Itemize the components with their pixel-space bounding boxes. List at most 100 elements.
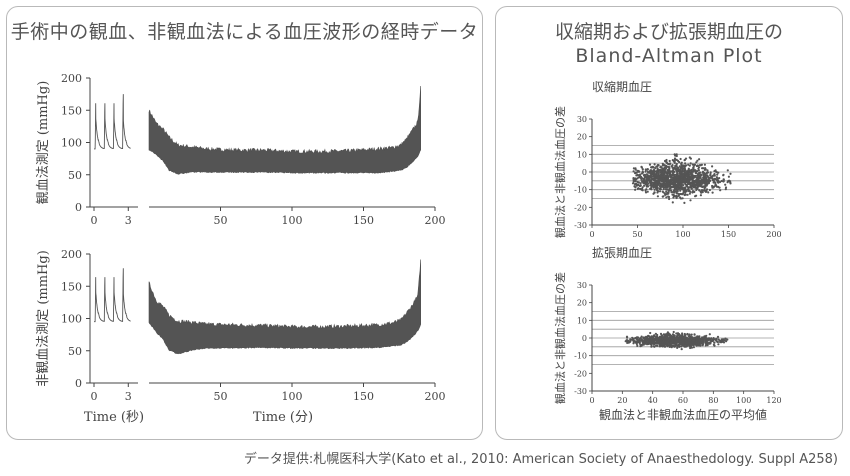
scatter-point (698, 164, 702, 167)
timeseries-charts: 0 50 100 150 200 0 3 50 100 150 200 観血法測定 (mmHg) 0 50… (36, 72, 446, 425)
x-tick-minutes-label: 150 (353, 390, 374, 403)
scatter-point (686, 332, 689, 336)
scatter-point (659, 166, 662, 169)
scatter-point (659, 178, 662, 181)
scatter-point (692, 176, 695, 180)
scatter-point (722, 178, 725, 181)
scatter-point (646, 175, 649, 178)
scatter-point (706, 171, 709, 174)
scatter-point (636, 169, 639, 172)
scatter-point (700, 189, 704, 192)
scatter-point (692, 165, 695, 168)
scatter-point (634, 188, 637, 191)
scatter-point (696, 159, 699, 162)
scatter-point (711, 338, 714, 341)
scatter-point (706, 341, 709, 344)
scatter-point (643, 182, 646, 185)
scatter-point (681, 332, 684, 335)
scatter-point (680, 193, 683, 196)
scatter-point (655, 341, 658, 345)
scatter-point (650, 182, 653, 186)
scatter-point (693, 190, 696, 193)
scatter-point (661, 190, 664, 193)
scatter-point (676, 333, 679, 336)
scatter-point (687, 169, 690, 172)
scatter-point (668, 163, 671, 166)
scatter-point (662, 164, 665, 167)
bland-altman-title-line1: 収縮期および拡張期血圧の (554, 21, 783, 43)
x-tick-label: 100 (736, 396, 751, 405)
scatter-point (634, 177, 637, 180)
scatter-point (726, 181, 729, 184)
scatter-point (688, 186, 691, 189)
scatter-point (661, 337, 664, 340)
scatter-point (716, 178, 719, 181)
bland-altman-x-label: 観血法と非観血法血圧の平均値 (599, 407, 767, 422)
scatter-point (645, 188, 648, 191)
scatter-point (688, 164, 691, 167)
scatter-point (661, 183, 664, 186)
scatter-point (670, 335, 673, 338)
scatter-point (656, 344, 659, 347)
scatter-point (695, 340, 698, 343)
scatter-point (659, 183, 662, 186)
scatter-point (636, 336, 639, 339)
scatter-point (727, 175, 730, 178)
scatter-point (632, 170, 635, 173)
scatter-point (667, 171, 671, 174)
scatter-point (682, 170, 685, 173)
scatter-point (667, 184, 670, 188)
scatter-point (669, 341, 672, 344)
scatter-point (649, 331, 652, 335)
scatter-point (638, 342, 641, 345)
scatter-point (656, 190, 660, 193)
scatter-point (703, 163, 706, 166)
scatter-point (703, 168, 706, 171)
scatter-point (693, 333, 696, 336)
scatter-point (689, 157, 692, 160)
scatter-point (701, 191, 704, 194)
scatter-point (643, 184, 646, 187)
scatter-point (718, 180, 722, 184)
x-tick-label: 60 (678, 396, 688, 405)
scatter-point (658, 180, 661, 183)
x-tick-label: 100 (675, 230, 690, 239)
scatter-point (668, 166, 671, 169)
scatter-point (721, 340, 725, 343)
scatter-point (712, 186, 715, 189)
scatter-point (680, 182, 683, 186)
scatter-point (680, 162, 683, 165)
scatter-point (694, 179, 697, 182)
scatter-point (674, 345, 677, 348)
scatter-point (641, 171, 644, 174)
scatter-point (641, 189, 644, 192)
scatter-point (689, 162, 692, 165)
x-tick-seconds-label: 0 (91, 214, 98, 227)
scatter-point (675, 340, 678, 343)
x-tick-label: 150 (721, 230, 736, 239)
scatter-point (704, 185, 707, 188)
scatter-point (713, 338, 716, 341)
scatter-point (665, 184, 668, 187)
scatter-point (684, 191, 687, 194)
scatter-point (683, 168, 686, 171)
scatter-point (679, 335, 682, 338)
scatter-point (715, 176, 718, 179)
scatter-point (650, 175, 653, 179)
scatter-point (634, 186, 637, 189)
y-tick-label: 10 (577, 316, 587, 325)
x-tick-minutes-label: 50 (214, 390, 228, 403)
scatter-point (697, 337, 700, 340)
scatter-point (717, 343, 720, 346)
scatter-point (650, 174, 653, 177)
scatter-point (684, 157, 688, 160)
scatter-point (693, 337, 696, 340)
scatter-point (639, 176, 642, 179)
scatter-point (654, 179, 657, 182)
x-tick-minutes-label: 200 (425, 214, 446, 227)
scatter-cloud (624, 330, 729, 351)
scatter-point (637, 176, 640, 179)
scatter-point (666, 340, 669, 343)
scatter-point (678, 344, 681, 347)
scatter-point (679, 189, 682, 192)
